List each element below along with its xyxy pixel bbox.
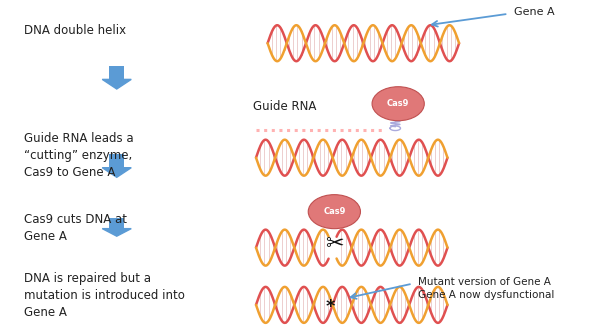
Ellipse shape xyxy=(372,87,424,121)
Text: Cas9: Cas9 xyxy=(387,99,409,108)
Text: DNA double helix: DNA double helix xyxy=(24,24,126,37)
Polygon shape xyxy=(102,229,131,236)
Text: Gene A: Gene A xyxy=(514,7,555,17)
Text: Mutant version of Gene A
Gene A now dysfunctional: Mutant version of Gene A Gene A now dysf… xyxy=(418,277,555,300)
Text: Guide RNA: Guide RNA xyxy=(253,101,316,114)
Bar xyxy=(110,66,124,79)
Text: ✂: ✂ xyxy=(325,234,343,254)
Text: Cas9: Cas9 xyxy=(323,207,346,216)
Ellipse shape xyxy=(308,195,360,229)
Text: DNA is repaired but a
mutation is introduced into
Gene A: DNA is repaired but a mutation is introd… xyxy=(24,272,185,319)
Bar xyxy=(110,154,124,168)
Polygon shape xyxy=(102,79,131,89)
Polygon shape xyxy=(102,168,131,177)
Text: Cas9 cuts DNA at
Gene A: Cas9 cuts DNA at Gene A xyxy=(24,213,127,243)
Text: *: * xyxy=(326,297,335,315)
Bar xyxy=(110,218,124,229)
Text: Guide RNA leads a
“cutting” enzyme,
Cas9 to Gene A: Guide RNA leads a “cutting” enzyme, Cas9… xyxy=(24,131,133,179)
